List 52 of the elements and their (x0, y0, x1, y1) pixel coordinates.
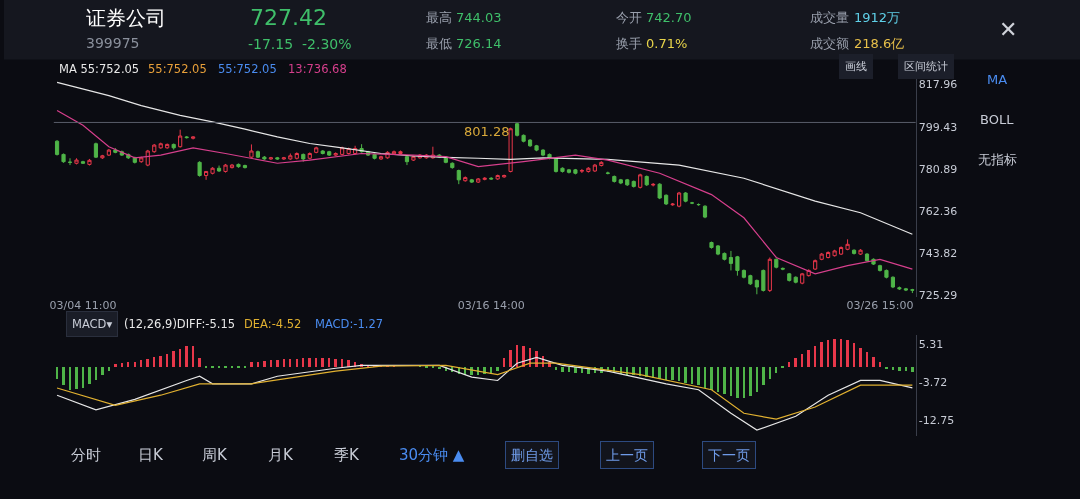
text: 上一页 (606, 447, 648, 463)
text: 726.14 (456, 36, 502, 51)
text: ✕ (999, 17, 1018, 42)
y-tick-label: 743.82 (918, 246, 958, 260)
text: 55:752.05 (218, 62, 277, 76)
text: 0.71% (646, 36, 688, 51)
text: 742.70 (646, 10, 692, 25)
x-tick-label: 03/04 11:00 (49, 298, 117, 312)
text: 下一页 (708, 447, 750, 463)
y-tick-label: 5.31 (918, 337, 944, 351)
y-tick-label: 780.89 (918, 162, 958, 176)
text: MA 55:752.05 (59, 62, 140, 76)
text: 无指标 (978, 152, 1017, 167)
text: 分时 (71, 446, 101, 464)
text: 成交量 (810, 10, 849, 25)
text: 成交额 (810, 36, 849, 51)
text: 周K (202, 446, 228, 464)
text: 最高 (426, 10, 452, 25)
text: 399975 (86, 35, 140, 51)
text: 今开 (616, 10, 642, 25)
text: 1912万 (854, 10, 901, 25)
text: 换手 (616, 36, 642, 51)
ref-line-label: 801.28 (464, 124, 510, 139)
text: 55:752.05 (148, 62, 207, 76)
y-tick-label: -3.72 (918, 375, 948, 389)
text: 画线 (845, 60, 867, 73)
text: 744.03 (456, 10, 502, 25)
text: 月K (268, 446, 294, 464)
y-tick-label: -12.75 (918, 413, 955, 427)
text: 日K (138, 446, 164, 464)
text: MA (987, 72, 1008, 87)
y-tick-label: 762.36 (918, 204, 958, 218)
text: 13:736.68 (288, 62, 347, 76)
text: (12,26,9)DIFF:-5.15 (124, 317, 236, 331)
text: BOLL (980, 112, 1015, 127)
y-tick-label: 817.96 (918, 78, 958, 92)
y-tick-label: 725.29 (918, 288, 958, 302)
text: 证券公司 (86, 6, 166, 30)
text: 季K (334, 446, 360, 464)
text: MACD:-1.27 (315, 317, 384, 331)
text: DEA:-4.52 (244, 317, 302, 331)
x-tick-label: 03/16 14:00 (457, 298, 525, 312)
text: MACD▾ (72, 317, 113, 331)
text: 删自选 (511, 447, 553, 463)
text: 最低 (426, 36, 452, 51)
text: 727.42 (250, 5, 327, 30)
x-tick-label: 03/26 15:00 (846, 298, 914, 312)
text: -17.15 -2.30% (248, 36, 352, 52)
y-tick-label: 799.43 (918, 120, 958, 134)
text: 区间统计 (904, 60, 948, 73)
text: 30分钟 ▲ (399, 446, 465, 464)
text: 218.6亿 (854, 36, 905, 51)
